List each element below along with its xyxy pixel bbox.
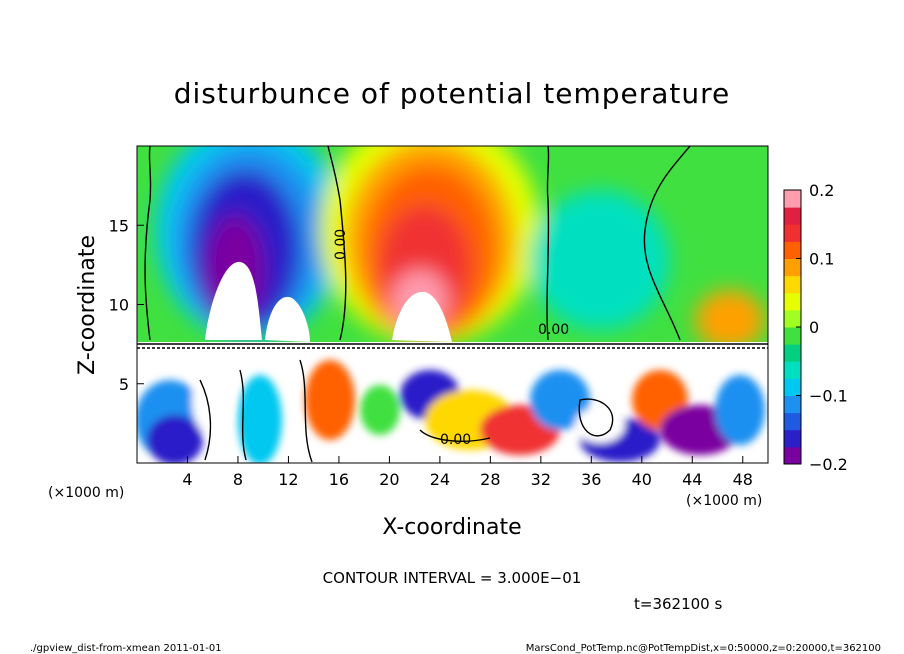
colorbar-swatch	[784, 309, 801, 328]
contour-interval-note: CONTOUR INTERVAL = 3.000E−01	[323, 569, 582, 587]
x-axis-ticks: 4 8 12 16 20 24 28 32 36 40 44 48	[182, 456, 753, 489]
x-unit-label: (×1000 m)	[686, 493, 762, 509]
colorbar-swatch	[784, 429, 801, 448]
x-tick-label: 24	[430, 470, 450, 489]
y-tick-label: 10	[109, 296, 129, 315]
colorbar-ticks: 0.2 0.1 0 −0.1 −0.2	[796, 181, 848, 474]
time-label: t=362100 s	[634, 595, 722, 613]
colorbar-tick-label: 0.1	[809, 250, 834, 269]
x-tick-label: 12	[278, 470, 298, 489]
x-tick-label: 16	[329, 470, 349, 489]
footer-right: MarsCond_PotTemp.nc@PotTempDist,x=0:5000…	[526, 643, 881, 654]
colorbar-swatch	[784, 258, 801, 277]
x-tick-label: 28	[480, 470, 500, 489]
colorbar-swatch	[784, 361, 801, 379]
colorbar-tick-label: 0	[809, 318, 819, 337]
contour-label-2: 0.00	[538, 322, 569, 338]
colorbar-tick-label: −0.2	[809, 455, 848, 474]
x-tick-label: 4	[182, 470, 192, 489]
colorbar-swatch	[784, 412, 801, 431]
colorbar-swatch	[784, 395, 801, 414]
contour-label-1: 0.00	[333, 229, 349, 260]
colorbar-swatch	[784, 207, 801, 225]
colorbar-swatch	[784, 241, 801, 259]
colorbar	[784, 190, 801, 465]
x-tick-label: 8	[233, 470, 243, 489]
colorbar-swatch	[784, 327, 801, 345]
y-tick-label: 15	[109, 216, 129, 235]
colorbar-tick-label: 0.2	[809, 181, 834, 200]
x-axis-label: X-coordinate	[382, 515, 521, 540]
colorbar-swatch	[784, 190, 801, 208]
colorbar-swatch	[784, 224, 801, 242]
colorbar-tick-label: −0.1	[809, 387, 848, 406]
footer-left: ./gpview_dist-from-xmean 2011-01-01	[30, 643, 222, 654]
y-tick-label: 5	[119, 375, 129, 394]
x-tick-label: 36	[581, 470, 601, 489]
x-tick-label: 40	[632, 470, 652, 489]
x-tick-label: 20	[379, 470, 399, 489]
chart-title: disturbunce of potential temperature	[174, 77, 731, 110]
x-tick-label: 32	[531, 470, 551, 489]
x-tick-label: 48	[733, 470, 753, 489]
x-tick-label: 44	[682, 470, 702, 489]
colorbar-swatch	[784, 446, 801, 465]
contour-label-3: 0.00	[440, 432, 471, 448]
colorbar-swatch	[784, 344, 801, 362]
y-unit-label: (×1000 m)	[48, 485, 124, 501]
colorbar-swatch	[784, 378, 801, 396]
heatmap-field	[137, 146, 768, 463]
y-axis-label: Z-coordinate	[75, 235, 100, 375]
colorbar-swatch	[784, 275, 801, 294]
colorbar-swatch	[784, 292, 801, 311]
y-axis-ticks: 5 10 15	[109, 216, 144, 394]
